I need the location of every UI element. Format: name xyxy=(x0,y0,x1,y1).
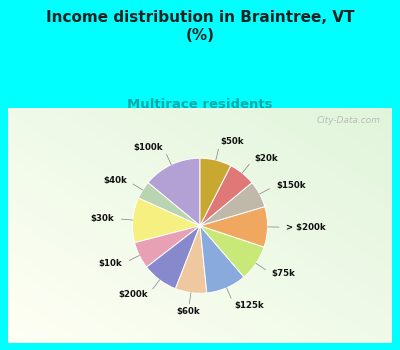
Text: $60k: $60k xyxy=(176,307,200,316)
Text: $20k: $20k xyxy=(254,154,278,163)
Wedge shape xyxy=(200,183,265,226)
Wedge shape xyxy=(148,158,200,226)
Wedge shape xyxy=(138,183,200,226)
Text: $200k: $200k xyxy=(119,290,148,299)
Wedge shape xyxy=(176,226,207,293)
Wedge shape xyxy=(200,226,264,277)
Wedge shape xyxy=(200,206,268,247)
Text: $150k: $150k xyxy=(276,181,306,190)
Text: $75k: $75k xyxy=(272,270,296,278)
Text: > $200k: > $200k xyxy=(286,223,326,232)
Wedge shape xyxy=(146,226,200,289)
Text: $30k: $30k xyxy=(90,214,114,223)
Text: Multirace residents: Multirace residents xyxy=(127,98,273,111)
Text: $100k: $100k xyxy=(134,143,163,152)
Wedge shape xyxy=(135,226,200,267)
Text: $40k: $40k xyxy=(103,176,127,184)
Text: $125k: $125k xyxy=(234,301,264,309)
Wedge shape xyxy=(200,226,244,293)
Wedge shape xyxy=(132,198,200,243)
Wedge shape xyxy=(200,158,231,226)
Wedge shape xyxy=(200,166,252,226)
Text: Income distribution in Braintree, VT
(%): Income distribution in Braintree, VT (%) xyxy=(46,10,354,43)
Text: City-Data.com: City-Data.com xyxy=(316,116,380,125)
Text: $50k: $50k xyxy=(220,137,244,146)
Text: $10k: $10k xyxy=(99,259,122,268)
